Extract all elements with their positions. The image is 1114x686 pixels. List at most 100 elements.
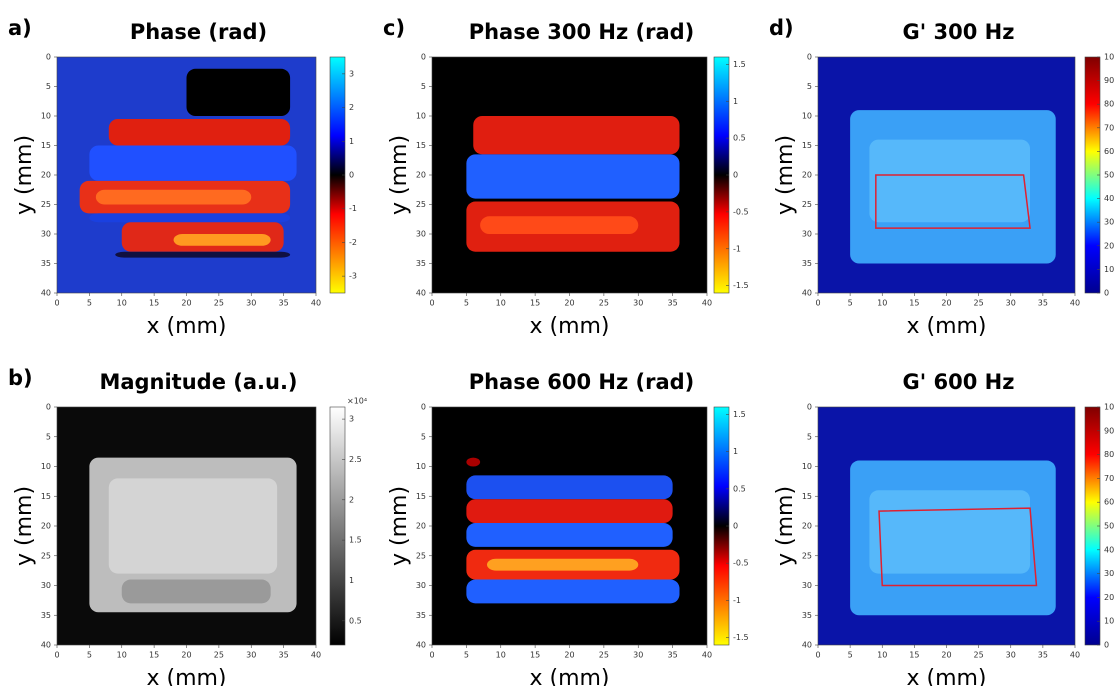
- x-axis-label: x (mm): [529, 314, 609, 339]
- y-tick-label: 15: [416, 492, 426, 501]
- y-tick-label: 40: [416, 641, 426, 650]
- x-tick-label: 25: [974, 299, 984, 308]
- x-tick-label: 20: [941, 651, 951, 660]
- y-tick-label: 15: [802, 141, 812, 150]
- colorbar-tick-label: -1: [733, 596, 741, 605]
- image-region: [487, 558, 639, 571]
- colorbar-tick-label: 0.5: [349, 616, 362, 625]
- y-tick-label: 5: [421, 82, 426, 91]
- x-tick-label: 5: [464, 651, 469, 660]
- x-tick-label: 20: [181, 299, 191, 308]
- colorbar-tick-label: 1: [733, 447, 738, 456]
- x-tick-label: 25: [214, 299, 224, 308]
- colorbar-tick-label: -1.5: [733, 633, 749, 642]
- colorbar-tick-label: 1: [733, 97, 738, 106]
- x-tick-label: 15: [530, 651, 540, 660]
- x-tick-label: 10: [496, 299, 506, 308]
- panel-title: Phase 600 Hz (rad): [469, 370, 695, 394]
- colorbar-tick-label: 50: [1104, 522, 1114, 531]
- x-tick-label: 35: [279, 651, 289, 660]
- y-tick-label: 10: [41, 112, 51, 121]
- image-region: [186, 68, 291, 116]
- x-tick-label: 30: [633, 651, 643, 660]
- colorbar-tick-label: 80: [1104, 100, 1114, 109]
- x-axis-label: x (mm): [146, 666, 226, 686]
- roi-outline: [875, 174, 1031, 229]
- y-tick-label: 30: [416, 230, 426, 239]
- y-tick-label: 35: [41, 611, 51, 620]
- y-tick-label: 15: [41, 141, 51, 150]
- image-region: [115, 251, 291, 258]
- colorbar-tick-label: 90: [1104, 76, 1114, 85]
- image: [432, 57, 707, 293]
- image-region: [869, 139, 1031, 223]
- y-axis-label: y (mm): [12, 135, 37, 215]
- colorbar-tick-label: 3: [349, 415, 354, 424]
- y-tick-label: 30: [41, 581, 51, 590]
- y-tick-label: 10: [802, 462, 812, 471]
- x-tick-label: 20: [181, 651, 191, 660]
- colorbar-tick-label: 50: [1104, 171, 1114, 180]
- y-tick-label: 5: [46, 432, 51, 441]
- y-tick-label: 40: [41, 641, 51, 650]
- x-tick-label: 20: [564, 651, 574, 660]
- colorbar-tick-label: 10: [1104, 617, 1114, 626]
- y-tick-label: 10: [416, 112, 426, 121]
- y-tick-label: 20: [41, 522, 51, 531]
- image: [818, 57, 1075, 293]
- x-tick-label: 35: [279, 299, 289, 308]
- y-tick-label: 5: [421, 432, 426, 441]
- y-tick-label: 35: [416, 611, 426, 620]
- colorbar-tick-label: 90: [1104, 426, 1114, 435]
- image-region: [466, 523, 673, 547]
- x-tick-label: 30: [246, 299, 256, 308]
- y-tick-label: 0: [46, 403, 51, 412]
- colorbar-tick-label: 100: [1104, 403, 1114, 412]
- colorbar-tick-label: -0.5: [733, 559, 749, 568]
- colorbar-tick-label: 20: [1104, 593, 1114, 602]
- x-tick-label: 0: [429, 651, 434, 660]
- colorbar-tick-label: 0: [1104, 641, 1109, 650]
- y-tick-label: 40: [802, 641, 812, 650]
- x-tick-label: 25: [214, 651, 224, 660]
- colorbar-tick-label: 2: [349, 495, 354, 504]
- x-tick-label: 10: [117, 299, 127, 308]
- x-tick-label: 40: [702, 299, 712, 308]
- x-tick-label: 15: [530, 299, 540, 308]
- panel-title: G' 600 Hz: [903, 370, 1015, 394]
- colorbar-tick-label: 70: [1104, 123, 1114, 132]
- colorbar-tick-label: -1: [349, 204, 357, 213]
- y-axis-label: y (mm): [387, 486, 412, 566]
- y-tick-label: 10: [416, 462, 426, 471]
- y-tick-label: 10: [802, 112, 812, 121]
- y-tick-label: 0: [46, 53, 51, 62]
- image: [57, 57, 316, 293]
- y-tick-label: 15: [802, 492, 812, 501]
- colorbar-tick-label: 1: [349, 576, 354, 585]
- x-tick-label: 5: [848, 651, 853, 660]
- y-tick-label: 35: [41, 259, 51, 268]
- x-tick-label: 40: [311, 299, 321, 308]
- y-tick-label: 30: [416, 581, 426, 590]
- x-tick-label: 0: [54, 299, 59, 308]
- x-tick-label: 25: [599, 299, 609, 308]
- x-tick-label: 0: [815, 651, 820, 660]
- image: [432, 407, 707, 645]
- image-region: [466, 475, 673, 500]
- x-tick-label: 30: [1006, 299, 1016, 308]
- x-tick-label: 25: [599, 651, 609, 660]
- y-tick-label: 20: [416, 522, 426, 531]
- panel-title: Phase (rad): [130, 20, 267, 44]
- colorbar-tick-label: 40: [1104, 194, 1114, 203]
- image-region: [473, 116, 680, 155]
- colorbar-tick-label: 30: [1104, 218, 1114, 227]
- x-tick-label: 10: [496, 651, 506, 660]
- panel: 0 5 10 15 20 25 30 35 400510152025303540Magnitud…: [8, 366, 367, 686]
- x-tick-label: 30: [246, 651, 256, 660]
- colorbar-tick-label: 0.5: [733, 134, 746, 143]
- colorbar-tick-label: 70: [1104, 474, 1114, 483]
- image-region: [466, 154, 680, 199]
- y-axis-label: y (mm): [773, 486, 798, 566]
- y-tick-label: 5: [807, 432, 812, 441]
